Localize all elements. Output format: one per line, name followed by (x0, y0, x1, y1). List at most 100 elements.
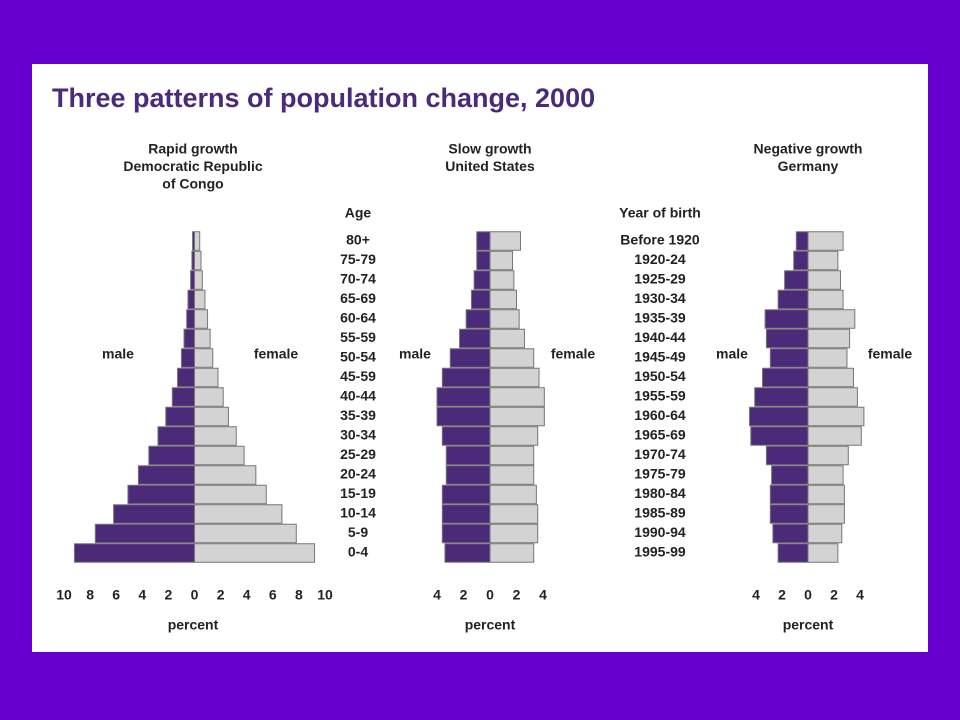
category-label: 1985-89 (634, 505, 686, 521)
x-axis-label: percent (465, 617, 516, 633)
bar (194, 328, 211, 349)
category-label: 40-44 (340, 388, 376, 404)
bar (94, 523, 195, 544)
bar (194, 523, 297, 544)
panel-title: Slow growth (448, 141, 531, 157)
bar (807, 523, 843, 544)
category-label: 1980-84 (634, 485, 686, 501)
bar (459, 328, 491, 349)
bar (194, 270, 203, 290)
bar (489, 543, 535, 563)
category-label: 10-14 (340, 505, 376, 521)
bar (441, 504, 491, 524)
panel-title: Negative growth (754, 141, 863, 157)
bar (777, 289, 809, 310)
x-tick-label: 2 (217, 587, 225, 603)
bar (769, 504, 809, 524)
bar (73, 543, 195, 563)
bar (489, 484, 537, 505)
bar (444, 543, 491, 563)
bar (445, 465, 491, 485)
bar (489, 367, 540, 388)
bar (113, 504, 195, 524)
bar (807, 465, 844, 485)
category-label: 50-54 (340, 349, 376, 365)
bar (489, 270, 515, 290)
bar (807, 270, 841, 290)
bar (476, 250, 491, 271)
bar (148, 445, 195, 466)
bar (171, 387, 196, 407)
bar (765, 328, 809, 349)
bar (489, 231, 521, 251)
bar (187, 289, 196, 310)
category-label: 1955-59 (634, 388, 686, 404)
bar (194, 504, 283, 524)
category-label: 60-64 (340, 310, 376, 326)
bar (749, 406, 809, 427)
bar (470, 289, 491, 310)
bar (807, 328, 851, 349)
category-label: 1935-39 (634, 310, 686, 326)
x-tick-label: 2 (165, 587, 173, 603)
bar (784, 270, 809, 290)
x-tick-label: 4 (752, 587, 760, 603)
bar (489, 328, 525, 349)
category-label: 0-4 (348, 544, 368, 560)
category-label: 15-19 (340, 485, 376, 501)
bar (194, 406, 229, 427)
bar (445, 445, 491, 466)
bar (190, 270, 196, 290)
bar (194, 484, 267, 505)
legend-label: male (716, 346, 748, 362)
bar (762, 367, 809, 388)
category-label: 1940-44 (634, 329, 686, 345)
bar (183, 328, 195, 349)
bar (807, 445, 849, 466)
bar (441, 523, 491, 544)
category-label: 25-29 (340, 446, 376, 462)
panel-title: Democratic Republic (123, 158, 262, 174)
bar (769, 484, 809, 505)
x-tick-label: 10 (317, 587, 333, 603)
legend-label: female (254, 346, 299, 362)
category-label: 75-79 (340, 251, 376, 267)
bar (807, 543, 839, 563)
x-tick-label: 0 (804, 587, 812, 603)
bar (772, 523, 809, 544)
x-tick-label: 4 (433, 587, 441, 603)
x-tick-label: 2 (778, 587, 786, 603)
bar (489, 523, 539, 544)
x-tick-label: 10 (56, 587, 72, 603)
x-tick-label: 2 (513, 587, 521, 603)
x-tick-label: 4 (539, 587, 547, 603)
bar (489, 250, 514, 271)
panel-title: Rapid growth (148, 141, 237, 157)
bar (137, 465, 195, 485)
x-tick-label: 4 (243, 587, 251, 603)
legend-label: female (868, 346, 913, 362)
x-tick-label: 4 (856, 587, 864, 603)
category-label: 1925-29 (634, 271, 686, 287)
category-label: Before 1920 (620, 232, 700, 248)
category-label: 1970-74 (634, 446, 686, 462)
bar (807, 406, 865, 427)
bar (441, 426, 491, 446)
bar (194, 445, 245, 466)
category-label: 1995-99 (634, 544, 686, 560)
x-tick-label: 2 (830, 587, 838, 603)
bar (194, 543, 316, 563)
bar (807, 348, 848, 368)
category-label: 5-9 (348, 524, 368, 540)
bar (807, 250, 839, 271)
category-label: 1990-94 (634, 524, 686, 540)
bar (127, 484, 195, 505)
x-tick-label: 8 (86, 587, 94, 603)
bar (489, 289, 517, 310)
category-label: 1930-34 (634, 290, 686, 306)
bar (489, 445, 535, 466)
bar (194, 309, 209, 329)
bar (489, 406, 545, 427)
x-tick-label: 6 (112, 587, 120, 603)
